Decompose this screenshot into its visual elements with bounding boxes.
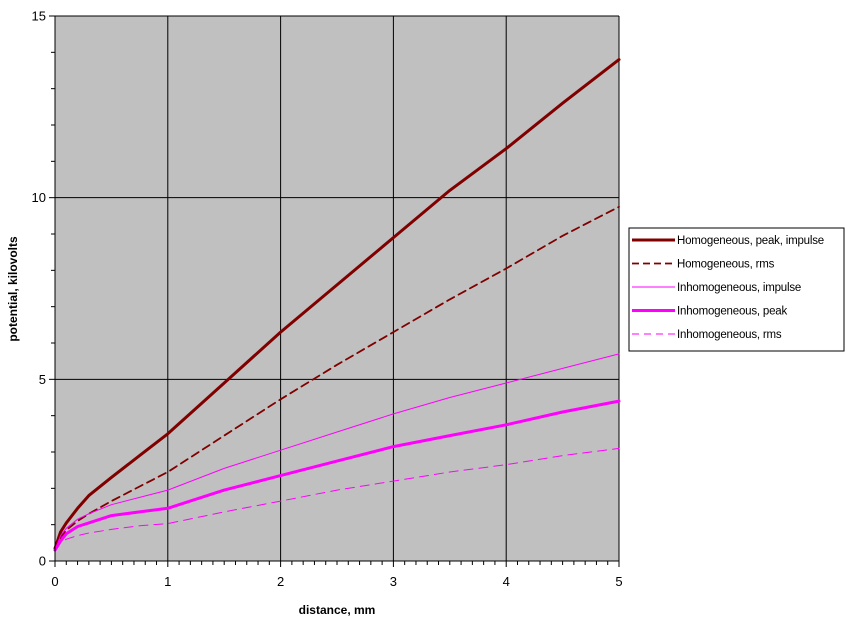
series-line-2 — [54, 205, 620, 551]
series-line-1 — [53, 58, 621, 550]
x-tick-label: 2 — [277, 574, 284, 589]
x-tick-label: 3 — [390, 574, 397, 589]
legend: Homogeneous, peak, impulse Homogeneous, r… — [628, 227, 845, 352]
y-tick-labels: 0 5 10 15 — [32, 9, 46, 569]
series-line-3 — [54, 353, 620, 551]
legend-label-4: Inhomogeneous, peak — [677, 306, 787, 318]
series-line-4 — [53, 399, 621, 552]
legend-label-5: Inhomogeneous, rms — [677, 329, 782, 341]
series-lines — [53, 58, 621, 552]
x-tick-label: 4 — [503, 574, 510, 589]
x-tick-labels: 0 1 2 3 4 5 — [51, 574, 622, 589]
y-tick-label: 15 — [32, 9, 46, 24]
x-axis-title: distance, mm — [299, 603, 376, 617]
legend-box — [628, 227, 845, 352]
axes — [49, 15, 620, 567]
x-tick-label: 1 — [164, 574, 171, 589]
legend-label-2: Homogeneous, rms — [677, 259, 775, 271]
grid-lines — [55, 15, 620, 561]
x-tick-label: 0 — [51, 574, 58, 589]
y-tick-label: 5 — [39, 372, 46, 387]
y-tick-label: 0 — [39, 554, 46, 569]
y-tick-label: 10 — [32, 190, 46, 205]
legend-label-3: Inhomogeneous, impulse — [677, 282, 801, 294]
plot-area-background — [55, 16, 619, 561]
series-line-5 — [54, 447, 620, 551]
legend-label-1: Homogeneous, peak, impulse — [677, 235, 824, 247]
y-axis-title: potential, kilovolts — [6, 236, 20, 342]
x-tick-label: 5 — [615, 574, 622, 589]
